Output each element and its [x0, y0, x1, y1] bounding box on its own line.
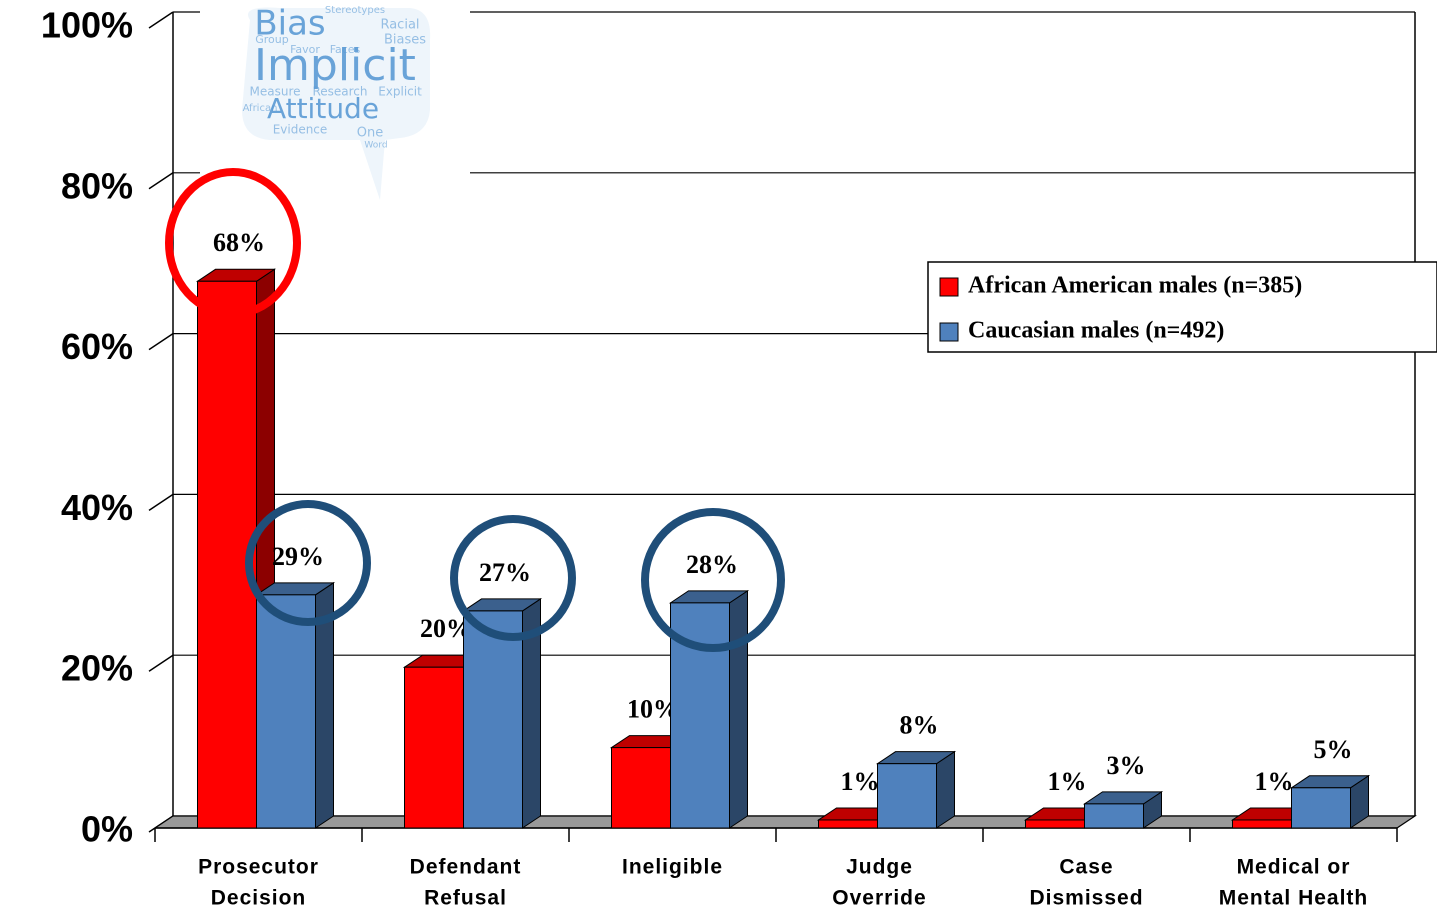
y-tick-label: 20%	[61, 648, 133, 689]
y-tick-label: 100%	[41, 5, 133, 46]
word-cloud-word: Measure	[250, 85, 301, 99]
word-cloud-word: Evidence	[273, 123, 328, 137]
x-tick-label: Refusal	[424, 887, 507, 910]
floor	[153, 815, 1417, 829]
x-tick-label: Decision	[211, 887, 307, 910]
y-tick	[148, 332, 174, 351]
value-label: 27%	[479, 558, 531, 587]
word-cloud-word: Favor	[290, 43, 320, 56]
x-tick-label: Defendant	[410, 856, 522, 879]
word-cloud-word: Racial	[380, 18, 419, 33]
value-label: 8%	[900, 711, 939, 740]
word-cloud-word: Faces	[330, 43, 361, 56]
word-cloud-word: African	[243, 103, 278, 114]
word-cloud-word: Word	[364, 141, 387, 151]
y-tick-label: 0%	[81, 809, 133, 850]
legend-swatch	[939, 277, 959, 297]
x-tick-label: Ineligible	[622, 856, 723, 879]
bar	[877, 763, 937, 829]
word-cloud-word: Bias	[254, 4, 325, 44]
value-label: 1%	[1255, 767, 1294, 796]
legend-label: African American males (n=385)	[968, 273, 1302, 299]
x-tick-label: Medical or	[1237, 856, 1351, 879]
bar-side	[936, 750, 955, 829]
bar	[1025, 819, 1085, 829]
y-tick	[148, 493, 174, 512]
word-cloud-word: Group	[255, 33, 289, 46]
word-cloud-bubble	[242, 7, 431, 200]
bar	[818, 819, 878, 829]
value-label: 28%	[686, 550, 738, 579]
x-tick-label: Dismissed	[1029, 887, 1143, 910]
bar	[463, 610, 523, 829]
bars: 68%29%20%27%10%28%1%8%1%3%1%5%	[195, 228, 1371, 829]
x-tick-label: Case	[1059, 856, 1113, 879]
word-cloud-word: Explicit	[378, 85, 422, 99]
value-label: 29%	[272, 542, 324, 571]
bar	[1291, 787, 1351, 829]
bar	[611, 747, 671, 829]
highlight-circle	[450, 515, 576, 641]
x-tick-label: Judge	[846, 856, 913, 879]
bar	[1232, 819, 1292, 829]
y-tick	[148, 11, 174, 29]
word-cloud-word: Attitude	[267, 92, 379, 125]
bar	[404, 666, 464, 829]
highlight-circle	[245, 500, 371, 626]
legend: African American males (n=385) Caucasian …	[927, 261, 1437, 353]
y-tick-label: 60%	[61, 326, 133, 367]
word-cloud-word: Biases	[384, 33, 426, 48]
value-label: 3%	[1107, 751, 1146, 780]
word-cloud-word: One	[357, 126, 383, 141]
word-cloud-word: Implicit	[254, 40, 416, 91]
legend-box	[927, 261, 1437, 353]
highlight-circle	[165, 168, 301, 318]
y-tick	[148, 172, 174, 190]
bar-side	[729, 589, 748, 829]
value-label: 1%	[841, 767, 880, 796]
y-tick-label: 80%	[61, 165, 133, 206]
x-tick-label: Override	[832, 887, 926, 910]
bar	[197, 280, 257, 829]
value-label: 1%	[1048, 767, 1087, 796]
bar	[256, 594, 316, 829]
x-tick-label: Mental Health	[1219, 887, 1369, 910]
word-cloud-word: Research	[312, 85, 367, 99]
y-tick	[148, 654, 174, 672]
value-label: 5%	[1314, 735, 1353, 764]
x-tick-label: Prosecutor	[198, 856, 319, 879]
value-label: 68%	[213, 228, 265, 257]
y-tick-label: 40%	[61, 487, 133, 528]
highlight-circle	[641, 508, 785, 652]
legend-swatch	[939, 322, 959, 342]
bar	[1084, 803, 1144, 829]
legend-label: Caucasian males (n=492)	[968, 318, 1224, 344]
word-cloud-word: Stereotypes	[325, 5, 385, 16]
